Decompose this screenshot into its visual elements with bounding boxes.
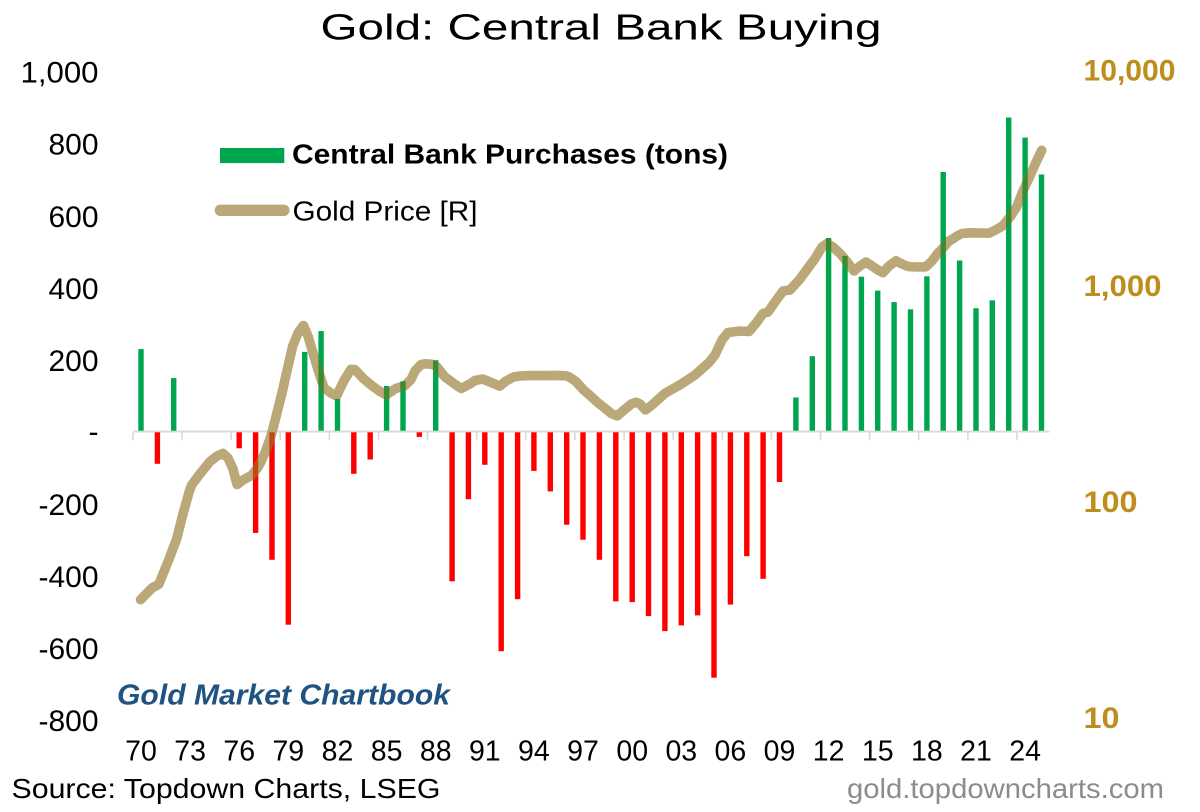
- svg-text:Gold Market Chartbook: Gold Market Chartbook: [117, 679, 452, 711]
- svg-text:-200: -200: [39, 489, 99, 522]
- svg-text:1,000: 1,000: [21, 57, 99, 90]
- svg-text:200: 200: [49, 345, 99, 378]
- svg-text:-600: -600: [39, 633, 99, 666]
- svg-text:15: 15: [862, 735, 894, 767]
- svg-text:-: -: [89, 416, 99, 449]
- svg-text:97: 97: [567, 735, 599, 767]
- svg-text:Source: Topdown Charts, LSEG: Source: Topdown Charts, LSEG: [12, 773, 441, 804]
- svg-text:-400: -400: [39, 561, 99, 594]
- svg-text:24: 24: [1009, 735, 1041, 767]
- svg-text:600: 600: [49, 201, 99, 234]
- svg-text:400: 400: [49, 273, 99, 306]
- svg-text:00: 00: [616, 735, 648, 767]
- svg-text:100: 100: [1084, 486, 1138, 519]
- svg-text:79: 79: [272, 735, 304, 767]
- svg-text:Gold Price [R]: Gold Price [R]: [293, 196, 478, 227]
- svg-text:82: 82: [322, 735, 354, 767]
- svg-text:70: 70: [125, 735, 157, 767]
- svg-text:10: 10: [1084, 702, 1120, 735]
- svg-text:18: 18: [911, 735, 943, 767]
- svg-text:21: 21: [960, 735, 992, 767]
- svg-text:Central Bank Purchases (tons): Central Bank Purchases (tons): [292, 138, 728, 169]
- svg-text:73: 73: [174, 735, 206, 767]
- svg-text:88: 88: [420, 735, 452, 767]
- svg-text:800: 800: [49, 129, 99, 162]
- svg-text:91: 91: [469, 735, 501, 767]
- svg-text:1,000: 1,000: [1084, 270, 1162, 303]
- svg-text:12: 12: [813, 735, 845, 767]
- svg-text:Gold: Central Bank Buying: Gold: Central Bank Buying: [321, 7, 882, 48]
- svg-text:03: 03: [665, 735, 697, 767]
- svg-text:-800: -800: [39, 705, 99, 738]
- svg-text:76: 76: [223, 735, 255, 767]
- svg-text:gold.topdowncharts.com: gold.topdowncharts.com: [847, 773, 1164, 804]
- svg-text:85: 85: [371, 735, 403, 767]
- svg-text:09: 09: [764, 735, 796, 767]
- svg-text:94: 94: [518, 735, 550, 767]
- svg-text:06: 06: [715, 735, 747, 767]
- svg-text:10,000: 10,000: [1084, 54, 1176, 87]
